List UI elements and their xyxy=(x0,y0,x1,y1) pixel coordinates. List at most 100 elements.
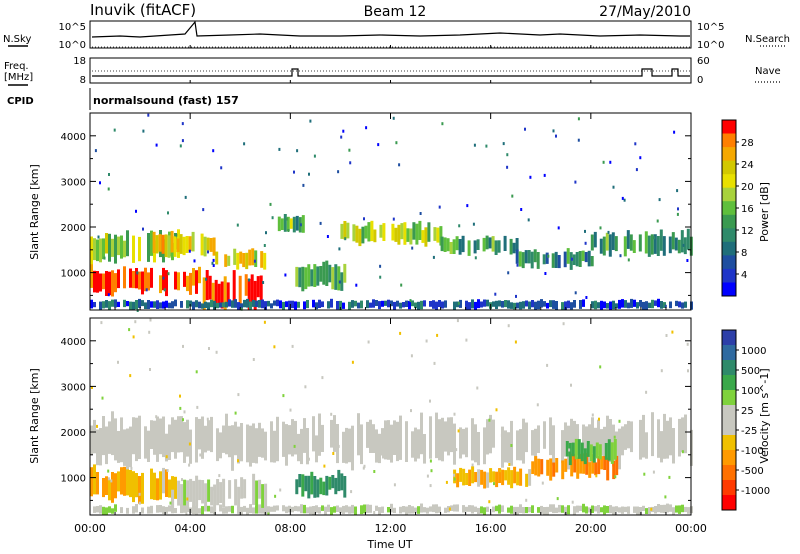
heatmap-cell xyxy=(633,506,636,513)
heatmap-cell xyxy=(588,507,591,513)
heatmap-cell xyxy=(159,471,162,500)
heatmap-cell xyxy=(546,459,550,476)
heatmap-cell xyxy=(351,504,354,514)
heatmap-cell xyxy=(615,506,618,512)
heatmap-cell xyxy=(545,252,549,264)
heatmap-cell xyxy=(444,300,447,308)
heatmap-cell xyxy=(549,300,552,308)
heatmap-cell xyxy=(102,416,105,456)
heatmap-cell xyxy=(304,385,307,389)
heatmap-cell xyxy=(450,417,453,453)
heatmap-cell xyxy=(650,234,654,255)
heatmap-cell xyxy=(658,198,661,202)
heatmap-cell xyxy=(114,473,117,499)
heatmap-cell xyxy=(682,243,685,247)
heatmap-cell xyxy=(429,506,432,512)
heatmap-cell xyxy=(99,505,102,514)
heatmap-cell xyxy=(185,511,188,515)
heatmap-cell xyxy=(453,423,456,465)
heatmap-cell xyxy=(378,433,381,464)
heatmap-cell xyxy=(367,340,370,344)
heatmap-cell xyxy=(293,444,296,448)
heatmap-cell xyxy=(339,507,342,514)
heatmap-cell xyxy=(270,421,273,463)
heatmap-cell xyxy=(489,468,493,483)
heatmap-cell xyxy=(90,261,93,288)
heatmap-cell xyxy=(423,300,426,307)
heatmap-cell xyxy=(604,443,608,460)
heatmap-cell xyxy=(686,228,690,250)
heatmap-cell xyxy=(201,416,204,459)
heatmap-cell xyxy=(144,426,147,459)
heatmap-cell xyxy=(419,212,422,215)
heatmap-cell xyxy=(420,300,423,310)
heatmap-cell xyxy=(476,239,480,250)
heatmap-cell xyxy=(543,421,546,449)
heatmap-cell xyxy=(602,160,605,164)
heatmap-cell xyxy=(525,498,528,502)
heatmap-cell xyxy=(584,241,587,245)
heatmap-cell xyxy=(200,233,204,256)
heatmap-cell xyxy=(648,507,651,514)
heatmap-cell xyxy=(186,275,189,292)
heatmap-cell xyxy=(651,299,654,309)
heatmap-cell xyxy=(159,275,162,294)
heatmap-cell xyxy=(206,417,209,421)
heatmap-cell xyxy=(483,299,486,307)
heatmap-cell xyxy=(132,417,135,455)
heatmap-cell xyxy=(459,299,462,308)
heatmap-cell xyxy=(117,269,120,289)
heatmap-cell xyxy=(171,301,174,309)
heatmap-cell xyxy=(410,354,413,358)
colorbar-swatch xyxy=(722,330,736,346)
heatmap-cell xyxy=(123,299,126,308)
heatmap-cell xyxy=(159,505,162,513)
heatmap-cell xyxy=(639,300,642,307)
heatmap-cell xyxy=(507,271,510,275)
heatmap-cell xyxy=(593,231,597,248)
heatmap-cell xyxy=(508,463,511,466)
heatmap-cell xyxy=(491,236,495,252)
heatmap-cell xyxy=(450,505,453,511)
heatmap-cell xyxy=(603,456,607,470)
heatmap-cell xyxy=(557,226,560,230)
heatmap-cell xyxy=(379,275,382,279)
heatmap-cell xyxy=(156,478,159,501)
heatmap-cell xyxy=(573,420,576,461)
colorbar-tick-label: 20 xyxy=(741,182,754,193)
heatmap-cell xyxy=(243,479,247,499)
heatmap-cell xyxy=(483,471,487,489)
heatmap-cell xyxy=(557,255,561,269)
heatmap-cell xyxy=(291,300,294,309)
colorbar-tick-label: -500 xyxy=(741,466,764,477)
heatmap-cell xyxy=(459,427,462,459)
heatmap-cell xyxy=(325,475,329,496)
heatmap-cell xyxy=(414,427,417,462)
heatmap-cell xyxy=(453,301,456,310)
heatmap-cell xyxy=(132,506,135,514)
heatmap-cell xyxy=(603,505,606,515)
heatmap-cell xyxy=(344,237,347,241)
heatmap-cell xyxy=(343,221,347,240)
heatmap-cell xyxy=(471,466,475,484)
colorbar-swatch xyxy=(722,450,736,466)
heatmap-cell xyxy=(123,466,126,496)
colorbar-swatch xyxy=(722,120,736,134)
heatmap-cell xyxy=(677,207,679,211)
heatmap-cell xyxy=(668,236,672,254)
heatmap-cell xyxy=(138,298,141,308)
heatmap-cell xyxy=(549,417,552,456)
heatmap-cell xyxy=(105,271,108,296)
colorbar-tick-label: -100 xyxy=(741,446,764,457)
heatmap-cell xyxy=(286,216,290,232)
heatmap-cell xyxy=(246,298,249,308)
heatmap-cell xyxy=(210,299,213,308)
heatmap-cell xyxy=(324,506,327,515)
heatmap-cell xyxy=(188,236,192,252)
heatmap-cell xyxy=(409,228,413,245)
heatmap-cell xyxy=(362,466,365,470)
heatmap-cell xyxy=(354,506,357,515)
heatmap-cell xyxy=(126,428,129,470)
heatmap-cell xyxy=(648,302,651,309)
heatmap-cell xyxy=(351,360,354,364)
